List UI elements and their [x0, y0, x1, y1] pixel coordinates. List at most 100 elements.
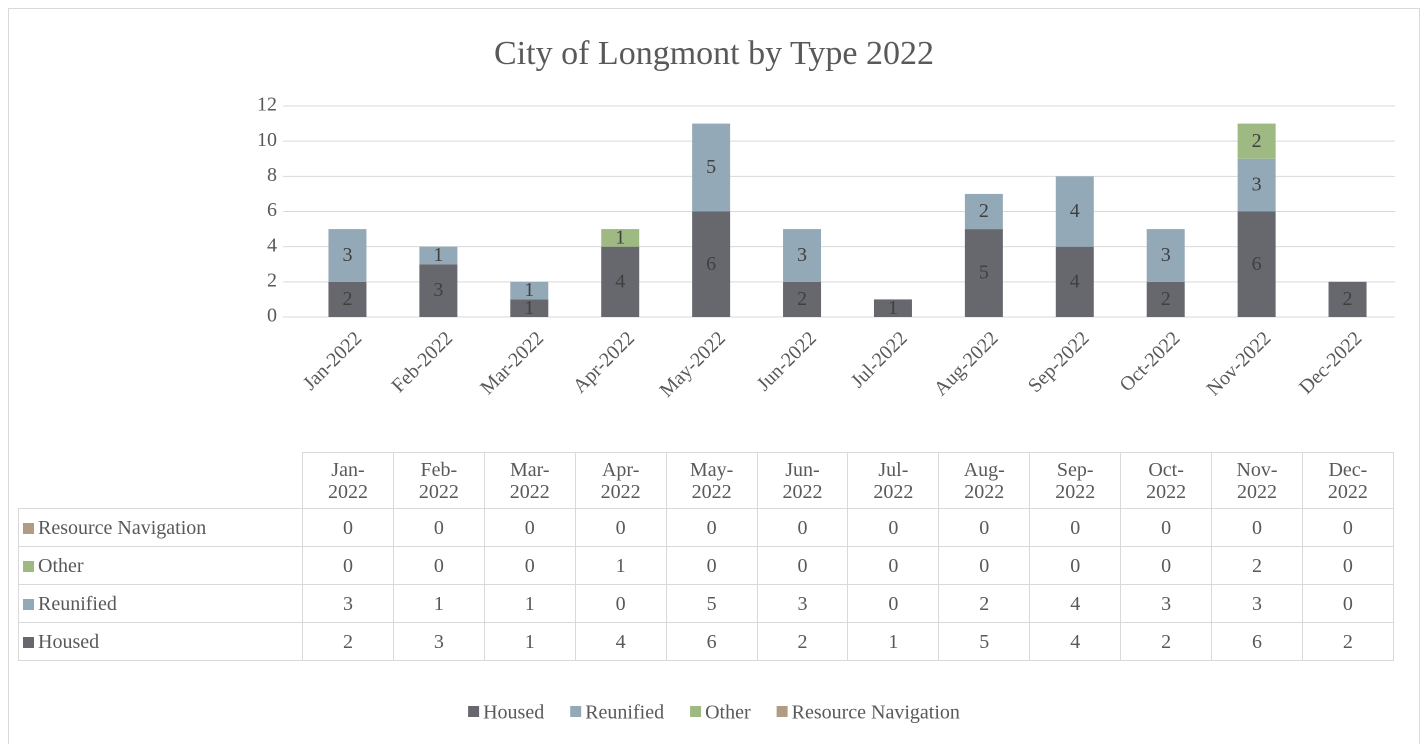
table-cell: 0	[665, 546, 758, 585]
x-tick-label: Nov-2022	[1202, 327, 1275, 400]
bar-segment	[419, 246, 458, 265]
table-cell: 0	[756, 546, 849, 585]
bar-segment	[510, 281, 549, 300]
table-cell: 1	[847, 622, 940, 661]
table-cell: 3	[302, 584, 394, 623]
data-label: 3	[1161, 244, 1171, 266]
y-tick-label: 6	[267, 199, 277, 221]
header-cell: Nov-2022	[1211, 452, 1303, 509]
data-label: 3	[433, 279, 443, 301]
x-tick-label: Mar-2022	[476, 327, 548, 399]
y-tick-label: 10	[257, 129, 277, 151]
legend-label: Other	[705, 702, 751, 724]
bar-segment	[692, 211, 731, 317]
table-cell: 0	[483, 508, 576, 547]
table-cell: 0	[392, 508, 485, 547]
header-cell: Sep-2022	[1029, 452, 1122, 509]
bar-segment	[964, 193, 1003, 230]
bar-segment	[328, 281, 367, 317]
table-cell: 3	[392, 622, 485, 661]
data-label: 2	[342, 288, 352, 310]
y-tick-label: 2	[267, 269, 277, 291]
table-row: Reunified 3 1 1 0 5 3 0 2 4 3 3 0	[18, 584, 1394, 623]
data-label: 6	[706, 253, 716, 275]
table-cell: 4	[574, 622, 667, 661]
y-tick-label: 12	[257, 94, 277, 116]
table-cell: 0	[1301, 546, 1394, 585]
data-label: 1	[615, 226, 625, 248]
bar-segment	[1237, 158, 1276, 212]
table-cell: 1	[483, 622, 576, 661]
table-cell: 4	[1029, 622, 1122, 661]
table-cell: 1	[392, 584, 485, 623]
table-cell: 0	[483, 546, 576, 585]
data-label: 4	[1070, 200, 1080, 222]
x-tick-label: Dec-2022	[1295, 327, 1366, 398]
x-tick-label: Jan-2022	[299, 327, 366, 394]
bar-segment	[1237, 123, 1276, 159]
table-cell: 0	[665, 508, 758, 547]
table-cell: 0	[847, 546, 940, 585]
row-label: Housed	[18, 622, 303, 661]
data-label: 2	[797, 288, 807, 310]
table-cell: 6	[665, 622, 758, 661]
bar-segment	[783, 281, 822, 317]
table-cell: 1	[574, 546, 667, 585]
table-row: Other 0 0 0 1 0 0 0 0 0 0 2 0	[18, 546, 1394, 585]
x-tick-label: Jun-2022	[753, 327, 821, 395]
bar-segment	[1146, 281, 1185, 317]
header-cell: Dec-2022	[1301, 452, 1394, 509]
table-cell: 0	[392, 546, 485, 585]
x-tick-label: Jul-2022	[847, 327, 912, 392]
y-tick-label: 0	[267, 305, 277, 327]
y-tick-label: 8	[267, 164, 277, 186]
bar-segment	[1237, 211, 1276, 317]
legend-swatch	[690, 706, 702, 717]
bar-segment	[601, 229, 640, 247]
x-tick-label: May-2022	[655, 327, 729, 401]
data-label: 1	[524, 297, 534, 319]
x-tick-label: Sep-2022	[1024, 327, 1094, 397]
table-cell: 0	[938, 508, 1031, 547]
x-tick-label: Feb-2022	[387, 327, 457, 397]
bar-segment	[419, 264, 458, 317]
table-cell: 2	[938, 584, 1031, 623]
data-label: 1	[888, 297, 898, 319]
legend-swatch	[776, 706, 788, 717]
data-label: 4	[1070, 270, 1080, 292]
bar-segment	[328, 229, 367, 282]
header-cell: Jul-2022	[847, 452, 940, 509]
table-cell: 5	[938, 622, 1031, 661]
legend-swatch	[23, 598, 34, 610]
legend-swatch	[23, 560, 34, 572]
legend-swatch	[23, 636, 34, 648]
data-table: Jan-2022 Feb-2022 Mar-2022 Apr-2022 May-2022…	[18, 452, 1394, 661]
legend-swatch	[23, 522, 34, 534]
table-cell: 0	[1029, 508, 1122, 547]
table-cell: 0	[1120, 546, 1213, 585]
table-cell: 3	[1120, 584, 1213, 623]
legend-label: Housed	[483, 702, 544, 724]
table-cell: 0	[302, 508, 394, 547]
bar-segment	[1146, 229, 1185, 282]
table-cell: 0	[574, 508, 667, 547]
table-cell: 3	[756, 584, 849, 623]
table-cell: 2	[756, 622, 849, 661]
row-name: Housed	[38, 630, 100, 653]
table-cell: 0	[847, 508, 940, 547]
row-name: Resource Navigation	[38, 516, 207, 539]
legend-label: Reunified	[585, 702, 664, 724]
header-cell: Mar-2022	[483, 452, 576, 509]
table-row: Housed 2 3 1 4 6 2 1 5 4 2 6 2	[18, 622, 1394, 661]
data-label: 2	[1252, 130, 1262, 152]
table-cell: 0	[1211, 508, 1303, 547]
table-cell: 2	[1301, 622, 1394, 661]
data-label: 3	[797, 244, 807, 266]
data-label: 4	[615, 270, 625, 292]
table-cell: 5	[665, 584, 758, 623]
table-cell: 0	[756, 508, 849, 547]
legend-label: Resource Navigation	[792, 702, 960, 724]
corner	[19, 453, 303, 509]
